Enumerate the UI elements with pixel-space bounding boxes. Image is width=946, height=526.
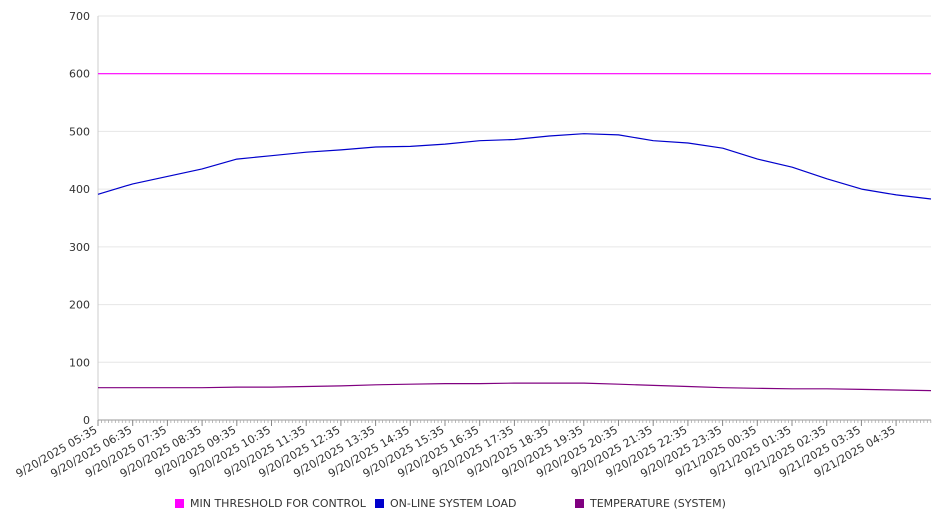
x-axis-ticks: 9/20/2025 05:359/20/2025 06:359/20/2025 … — [14, 420, 898, 480]
y-tick-label: 600 — [69, 68, 90, 81]
legend: MIN THRESHOLD FOR CONTROL ON-LINE SYSTEM… — [0, 497, 946, 515]
legend-swatch-min-threshold — [175, 499, 184, 508]
series-lines — [97, 73, 932, 392]
y-tick-label: 400 — [69, 183, 90, 196]
legend-label-online-load: ON-LINE SYSTEM LOAD — [390, 497, 517, 510]
series-line-temperature-system — [98, 382, 932, 392]
series-line-on-line-system-load — [97, 133, 932, 200]
legend-item-temperature[interactable]: TEMPERATURE (SYSTEM) — [575, 497, 726, 510]
y-tick-label: 700 — [69, 10, 90, 23]
grid-lines — [98, 15, 931, 363]
legend-swatch-online-load — [375, 499, 384, 508]
legend-label-min-threshold: MIN THRESHOLD FOR CONTROL — [190, 497, 366, 510]
y-tick-label: 200 — [69, 299, 90, 312]
y-tick-label: 500 — [69, 125, 90, 138]
legend-label-temperature: TEMPERATURE (SYSTEM) — [590, 497, 726, 510]
y-axis-ticks: 0 100 200 300 400 500 600 700 — [69, 10, 90, 427]
y-tick-label: 100 — [69, 356, 90, 369]
legend-item-online-load[interactable]: ON-LINE SYSTEM LOAD — [375, 497, 516, 510]
y-tick-label: 0 — [83, 414, 90, 427]
y-tick-label: 300 — [69, 241, 90, 254]
legend-swatch-temperature — [575, 499, 584, 508]
legend-item-min-threshold[interactable]: MIN THRESHOLD FOR CONTROL — [175, 497, 366, 510]
